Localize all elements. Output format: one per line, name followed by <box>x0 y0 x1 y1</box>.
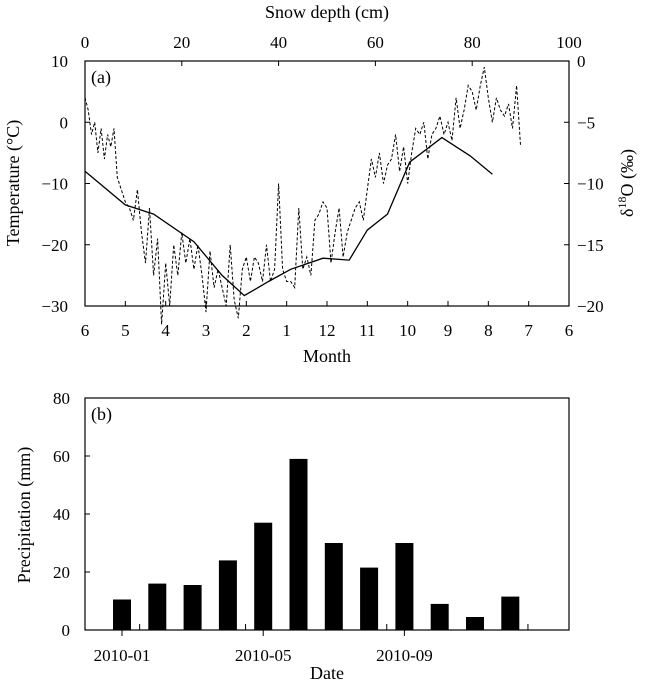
precipitation-bar-2010-04 <box>218 560 237 630</box>
precipitation-tick-label: 40 <box>53 505 70 524</box>
top-tick-label: 60 <box>367 33 384 52</box>
month-tick-label: 7 <box>524 321 533 340</box>
panel-a: (a) Snow depth (cm) Month Temperature (°… <box>3 2 638 366</box>
delta-symbol: δ <box>617 209 637 217</box>
panel-a-right-axis-title: δ18O (‰) <box>615 149 638 217</box>
precipitation-bar-2010-03 <box>183 585 202 630</box>
precipitation-bar-2010-07 <box>324 543 343 630</box>
superscript-18: 18 <box>615 197 629 209</box>
precipitation-bar-2010-02 <box>148 583 167 630</box>
panel-a-label: (a) <box>91 67 111 88</box>
panel-a-top-axis-title: Snow depth (cm) <box>265 2 389 23</box>
month-tick-label: 4 <box>161 321 170 340</box>
d18o-tick-label: −5 <box>577 113 595 132</box>
month-tick-label: 9 <box>444 321 453 340</box>
precipitation-bar-2010-12 <box>501 596 520 630</box>
temperature-line <box>84 136 493 297</box>
temperature-tick-label: −20 <box>41 236 68 255</box>
month-tick-label: 1 <box>282 321 291 340</box>
precipitation-tick-label: 60 <box>53 447 70 466</box>
temperature-tick-label: 0 <box>60 113 69 132</box>
top-tick-label: 40 <box>270 33 287 52</box>
month-tick-label: 6 <box>81 321 90 340</box>
top-tick-label: 80 <box>464 33 481 52</box>
month-tick-label: 3 <box>202 321 211 340</box>
temperature-tick-label: −10 <box>41 175 68 194</box>
precipitation-bar-2010-09 <box>395 543 414 630</box>
precipitation-bar-2010-05 <box>254 522 273 630</box>
d18o-tick-label: −15 <box>577 236 604 255</box>
date-tick-label: 2010-01 <box>94 646 151 665</box>
panel-b-label: (b) <box>91 404 112 425</box>
d18o-axis-ticks: 0 −5 −10 −15 −20 <box>564 52 604 316</box>
panel-b-x-axis-title: Date <box>310 663 344 683</box>
precipitation-bar-2010-10 <box>430 603 449 630</box>
month-tick-label: 6 <box>565 321 574 340</box>
top-tick-label: 100 <box>556 33 582 52</box>
date-tick-label: 2010-09 <box>376 646 433 665</box>
precipitation-bar-2010-01 <box>113 599 131 630</box>
month-tick-label: 11 <box>359 321 375 340</box>
precipitation-bar-2010-08 <box>360 567 379 630</box>
panel-a-series <box>84 66 522 325</box>
date-axis-ticks: 2010-01 2010-05 2010-09 <box>94 624 529 665</box>
month-axis-ticks: 6 5 4 3 2 1 12 11 10 9 8 7 6 <box>81 301 574 340</box>
panel-b-y-axis-title: Precipitation (mm) <box>14 447 35 583</box>
d18o-line <box>84 66 522 325</box>
d18o-tick-label: 0 <box>577 52 586 71</box>
month-tick-label: 12 <box>319 321 336 340</box>
temperature-tick-label: 10 <box>51 52 68 71</box>
precipitation-bar-2010-06 <box>289 458 308 630</box>
top-tick-label: 0 <box>81 33 90 52</box>
precipitation-bars <box>113 458 520 630</box>
month-tick-label: 2 <box>242 321 251 340</box>
precipitation-bar-2010-11 <box>466 617 484 630</box>
d18o-tick-label: −20 <box>577 297 604 316</box>
panel-a-bottom-axis-title: Month <box>303 346 351 366</box>
d18o-tick-label: −10 <box>577 175 604 194</box>
top-axis-ticks: 0 20 40 60 80 100 <box>81 33 582 66</box>
panel-a-left-axis-title: Temperature (°C) <box>3 120 24 246</box>
temperature-tick-label: −30 <box>41 297 68 316</box>
precipitation-tick-label: 20 <box>53 563 70 582</box>
precipitation-tick-label: 80 <box>53 389 70 408</box>
temperature-axis-ticks: 10 0 −10 −20 −30 <box>41 52 90 316</box>
month-tick-label: 8 <box>484 321 493 340</box>
o-permil: O (‰) <box>617 149 638 197</box>
month-tick-label: 5 <box>121 321 130 340</box>
top-tick-label: 20 <box>173 33 190 52</box>
panel-b: (b) Date Precipitation (mm) 0 20 40 60 80 20… <box>14 389 570 683</box>
date-tick-label: 2010-05 <box>235 646 292 665</box>
precipitation-axis-ticks: 0 20 40 60 80 <box>53 389 90 640</box>
month-tick-label: 10 <box>399 321 416 340</box>
precipitation-tick-label: 0 <box>62 621 71 640</box>
